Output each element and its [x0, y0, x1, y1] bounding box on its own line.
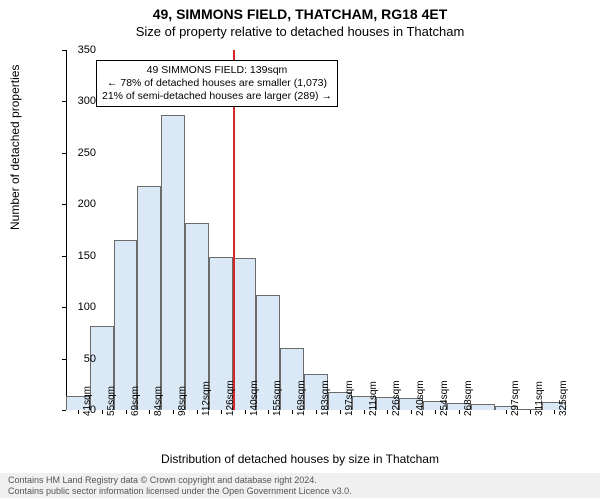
y-axis-label: Number of detached properties: [8, 65, 22, 230]
xtick-mark: [221, 410, 222, 414]
xtick-mark: [316, 410, 317, 414]
xtick-mark: [292, 410, 293, 414]
histogram-bar: [471, 404, 495, 410]
histogram-bar: [114, 240, 138, 410]
ytick-mark: [62, 359, 66, 360]
y-axis-line: [66, 50, 67, 410]
ytick-mark: [62, 101, 66, 102]
xtick-mark: [411, 410, 412, 414]
xtick-mark: [459, 410, 460, 414]
ytick-label: 50: [84, 353, 96, 365]
xtick-mark: [530, 410, 531, 414]
xtick-mark: [197, 410, 198, 414]
plot-area: 49 SIMMONS FIELD: 139sqm← 78% of detache…: [66, 50, 566, 410]
xtick-mark: [78, 410, 79, 414]
xtick-mark: [435, 410, 436, 414]
ytick-mark: [62, 307, 66, 308]
annot-line3: 21% of semi-detached houses are larger (…: [102, 90, 332, 103]
annot-line1: 49 SIMMONS FIELD: 139sqm: [102, 64, 332, 77]
ytick-label: 150: [78, 250, 96, 262]
ytick-mark: [62, 50, 66, 51]
chart-subtitle: Size of property relative to detached ho…: [0, 24, 600, 39]
ytick-label: 350: [78, 44, 96, 56]
ytick-label: 200: [78, 198, 96, 210]
xtick-mark: [173, 410, 174, 414]
ytick-label: 100: [78, 301, 96, 313]
xtick-mark: [387, 410, 388, 414]
xtick-mark: [149, 410, 150, 414]
ytick-label: 300: [78, 95, 96, 107]
xtick-mark: [554, 410, 555, 414]
ytick-mark: [62, 204, 66, 205]
histogram-bar: [137, 186, 161, 410]
xtick-mark: [102, 410, 103, 414]
footer-line2: Contains public sector information licen…: [8, 486, 592, 497]
annotation-box: 49 SIMMONS FIELD: 139sqm← 78% of detache…: [96, 60, 338, 107]
xtick-mark: [268, 410, 269, 414]
x-axis-label: Distribution of detached houses by size …: [0, 452, 600, 466]
xtick-mark: [340, 410, 341, 414]
ytick-mark: [62, 256, 66, 257]
ytick-label: 250: [78, 147, 96, 159]
chart-title-address: 49, SIMMONS FIELD, THATCHAM, RG18 4ET: [0, 0, 600, 22]
xtick-mark: [506, 410, 507, 414]
histogram-bar: [161, 115, 185, 410]
footer-line1: Contains HM Land Registry data © Crown c…: [8, 475, 592, 486]
xtick-mark: [364, 410, 365, 414]
xtick-mark: [126, 410, 127, 414]
ytick-mark: [62, 153, 66, 154]
ytick-mark: [62, 410, 66, 411]
footer: Contains HM Land Registry data © Crown c…: [0, 473, 600, 499]
xtick-mark: [245, 410, 246, 414]
annot-line2: ← 78% of detached houses are smaller (1,…: [102, 77, 332, 90]
